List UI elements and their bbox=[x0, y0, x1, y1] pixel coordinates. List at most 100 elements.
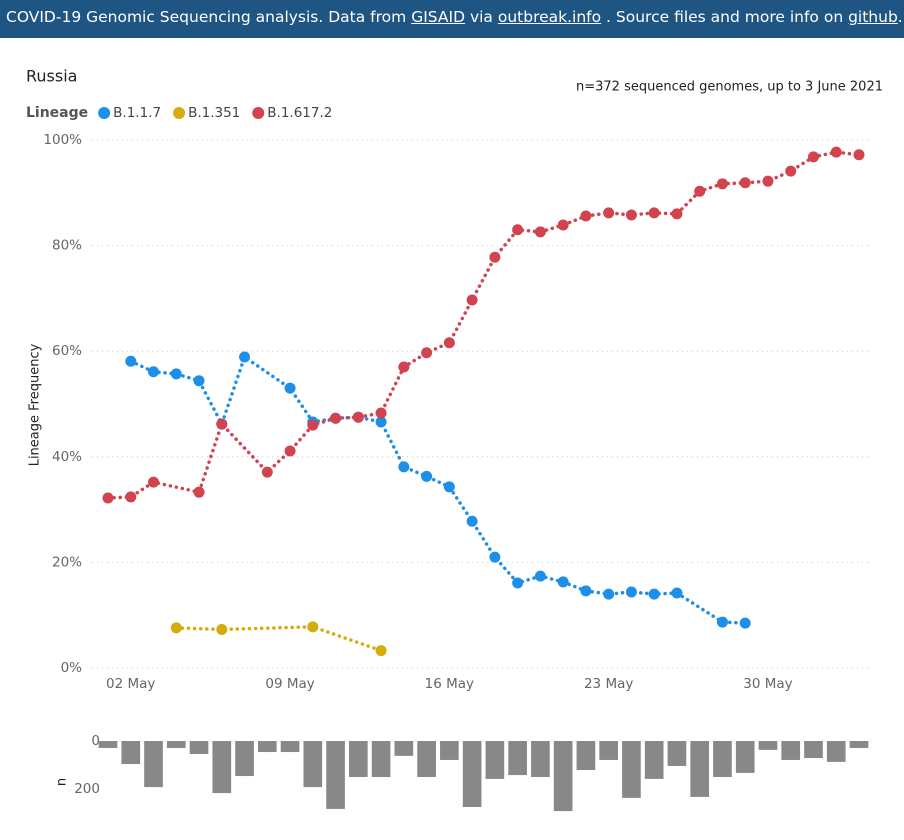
y-tick-label: 0% bbox=[61, 660, 83, 676]
data-point bbox=[125, 491, 137, 503]
bar bbox=[417, 741, 436, 777]
data-point bbox=[284, 382, 296, 394]
data-point bbox=[580, 585, 592, 597]
legend-marker bbox=[252, 107, 265, 119]
bar bbox=[553, 741, 573, 812]
bar bbox=[849, 741, 869, 748]
legend-label: B.1.351 bbox=[188, 105, 240, 121]
data-point bbox=[534, 570, 546, 582]
header: COVID-19 Genomic Sequencing analysis. Da… bbox=[0, 0, 904, 38]
data-point bbox=[785, 165, 797, 177]
data-point bbox=[625, 209, 637, 221]
y-tick-label: 100% bbox=[43, 132, 82, 148]
data-point bbox=[193, 486, 205, 498]
legend-label: B.1.1.7 bbox=[113, 105, 161, 121]
y-axis-label: Lineage Frequency bbox=[28, 343, 43, 466]
x-tick-label: 02 May bbox=[106, 676, 155, 692]
legend-title: Lineage bbox=[26, 105, 88, 121]
y-tick-label: 20% bbox=[52, 554, 82, 570]
bar bbox=[394, 741, 414, 756]
bar bbox=[576, 741, 596, 771]
data-point bbox=[307, 419, 319, 431]
chart-title: Russia bbox=[26, 67, 77, 86]
data-point bbox=[239, 351, 251, 363]
bar bbox=[713, 741, 732, 777]
data-point bbox=[261, 466, 273, 478]
bar bbox=[804, 741, 823, 759]
data-point bbox=[762, 175, 774, 187]
series-line bbox=[174, 625, 383, 653]
data-point bbox=[716, 178, 728, 190]
bar bbox=[485, 741, 505, 779]
data-point bbox=[466, 294, 478, 306]
data-point bbox=[671, 208, 683, 220]
bar bbox=[121, 741, 141, 765]
header-text: . Source files and more info on bbox=[601, 8, 849, 26]
header-link[interactable]: github bbox=[848, 8, 898, 26]
data-point bbox=[398, 361, 410, 373]
data-point bbox=[398, 461, 410, 473]
y-tick-label: 200 bbox=[74, 781, 100, 797]
data-point bbox=[557, 219, 569, 231]
bar bbox=[349, 741, 368, 777]
bar bbox=[735, 741, 755, 773]
subtitle: n=372 sequenced genomes, up to 3 June 20… bbox=[576, 80, 883, 95]
bar bbox=[144, 741, 163, 788]
data-point bbox=[443, 337, 455, 349]
header-text: COVID-19 Genomic Sequencing analysis. Da… bbox=[6, 8, 412, 26]
bar bbox=[280, 741, 300, 753]
legend-label: B.1.617.2 bbox=[267, 105, 332, 121]
bar bbox=[326, 741, 345, 809]
data-point bbox=[739, 177, 751, 189]
bar bbox=[212, 741, 232, 794]
header-link[interactable]: outbreak.info bbox=[497, 8, 602, 26]
data-point bbox=[375, 407, 387, 419]
bar bbox=[622, 741, 641, 798]
y-tick-label: 80% bbox=[52, 238, 82, 254]
header-link[interactable]: GISAID bbox=[411, 8, 466, 26]
data-point bbox=[421, 347, 433, 359]
data-point bbox=[284, 445, 296, 457]
chart: Russia n=372 sequenced genomes, up to 3 J… bbox=[26, 67, 883, 812]
bar bbox=[189, 741, 209, 754]
data-point bbox=[170, 368, 182, 380]
bar bbox=[303, 741, 323, 788]
data-point bbox=[648, 207, 660, 219]
x-tick-label: 16 May bbox=[425, 676, 474, 692]
header-text: via bbox=[465, 8, 498, 26]
x-tick-label: 23 May bbox=[584, 676, 633, 692]
legend-marker bbox=[98, 107, 111, 119]
data-point bbox=[148, 366, 160, 378]
legend-marker bbox=[173, 107, 186, 119]
bar bbox=[462, 741, 482, 807]
data-point bbox=[443, 481, 455, 493]
bar bbox=[257, 741, 277, 753]
data-point bbox=[170, 622, 182, 634]
data-point bbox=[739, 617, 751, 629]
bar bbox=[166, 741, 186, 748]
bar bbox=[758, 741, 778, 750]
data-point bbox=[807, 151, 819, 163]
data-point bbox=[352, 411, 364, 423]
bar bbox=[781, 741, 801, 760]
data-point bbox=[671, 587, 683, 599]
bar bbox=[644, 741, 664, 779]
y-tick-label: 60% bbox=[52, 343, 82, 359]
y-tick-label: 40% bbox=[52, 449, 82, 465]
x-tick-label: 09 May bbox=[265, 676, 314, 692]
data-point bbox=[375, 645, 387, 657]
data-point bbox=[603, 207, 615, 219]
header-text: . bbox=[897, 8, 903, 26]
data-point bbox=[216, 418, 228, 430]
data-point bbox=[625, 586, 637, 598]
bar bbox=[371, 741, 391, 777]
data-point bbox=[534, 226, 546, 238]
data-point bbox=[489, 551, 501, 563]
data-point bbox=[557, 576, 569, 588]
data-point bbox=[307, 621, 319, 633]
data-point bbox=[512, 577, 524, 589]
y-tick-label: 0 bbox=[91, 733, 100, 749]
x-tick-label: 30 May bbox=[743, 676, 792, 692]
bar bbox=[235, 741, 254, 777]
